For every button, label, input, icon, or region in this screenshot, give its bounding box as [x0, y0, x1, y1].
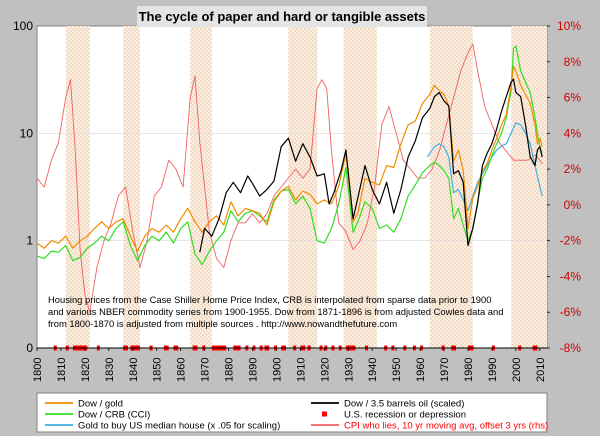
x-tick-label: 1930: [343, 358, 355, 382]
annotation-line: and various NBER commodity series from 1…: [48, 306, 503, 317]
x-tick-label: 1950: [391, 358, 403, 382]
chart-title: The cycle of paper and hard or tangible …: [139, 9, 426, 24]
series-line-gold-to-buy-us-median-house-x-05-for-scaling: [426, 122, 543, 212]
series-line-cpi-who-lies-10-yr-moving-avg-offset-3-yrs-rhs: [37, 43, 543, 313]
legend-label: Dow / gold: [78, 399, 123, 410]
right-tick-label: -6%: [560, 305, 582, 319]
right-tick-label: -8%: [560, 341, 582, 355]
shaded-period: [429, 26, 473, 348]
legend-label: Dow / CRB (CCI): [78, 410, 150, 421]
shaded-period: [65, 26, 90, 348]
title-box: [137, 6, 427, 27]
series-line-dow-3-5-barrels-oil-scaled: [199, 78, 543, 253]
x-tick-label: 1980: [463, 358, 475, 382]
x-tick-label: 1970: [439, 358, 451, 382]
legend-label: Dow / 3.5 barrels oil (scaled): [344, 399, 464, 410]
right-tick-label: -2%: [560, 234, 582, 248]
right-tick-label: 2%: [564, 162, 582, 176]
annotation-line: Housing prices from the Case Shiller Hom…: [48, 294, 491, 305]
x-tick-label: 1890: [247, 358, 259, 382]
right-tick-label: -4%: [560, 269, 582, 283]
x-tick-label: 1810: [56, 358, 68, 382]
x-tick-label: 1820: [80, 358, 92, 382]
x-tick-label: 1940: [367, 358, 379, 382]
right-tick-label: 10%: [557, 19, 581, 33]
x-tick-label: 1900: [271, 358, 283, 382]
x-tick-label: 1920: [319, 358, 331, 382]
shaded-period: [511, 26, 547, 348]
series-line-dow-gold: [37, 65, 543, 252]
left-tick-label: 1: [26, 234, 33, 248]
x-tick-label: 1800: [32, 358, 44, 382]
shaded-period: [123, 26, 140, 348]
series-line-dow-crb-cci: [37, 45, 543, 266]
shaded-period: [190, 26, 212, 348]
x-tick-label: 1870: [200, 358, 212, 382]
x-tick-label: 1990: [487, 358, 499, 382]
left-tick-label: 10: [20, 126, 34, 140]
x-tick-label: 1960: [415, 358, 427, 382]
right-tick-label: 8%: [564, 55, 582, 69]
right-tick-label: 4%: [564, 126, 582, 140]
left-tick-label: 100: [13, 19, 33, 33]
annotation-line: from 1800-1870 is adjusted from multiple…: [48, 318, 397, 329]
legend-label: U.S. recession or depression: [344, 410, 466, 421]
x-tick-label: 1850: [152, 358, 164, 382]
legend-label: Gold to buy US median house (x .05 for s…: [78, 421, 280, 432]
shaded-period: [288, 26, 318, 348]
left-tick-label: 0: [26, 341, 33, 355]
x-tick-label: 1910: [295, 358, 307, 382]
x-tick-label: 2010: [535, 358, 547, 382]
right-tick-label: 6%: [564, 91, 582, 105]
legend-swatch: [322, 411, 327, 417]
chart-annotation: Housing prices from the Case Shiller Hom…: [48, 294, 503, 329]
x-tick-label: 2000: [511, 358, 523, 382]
x-tick-label: 1840: [128, 358, 140, 382]
right-tick-label: 0%: [564, 198, 582, 212]
x-tick-label: 1860: [176, 358, 188, 382]
legend-label: CPI who lies, 10 yr moving avg, offset 3…: [344, 421, 548, 432]
x-tick-label: 1880: [224, 358, 236, 382]
legend: [36, 392, 548, 433]
x-tick-label: 1830: [104, 358, 116, 382]
